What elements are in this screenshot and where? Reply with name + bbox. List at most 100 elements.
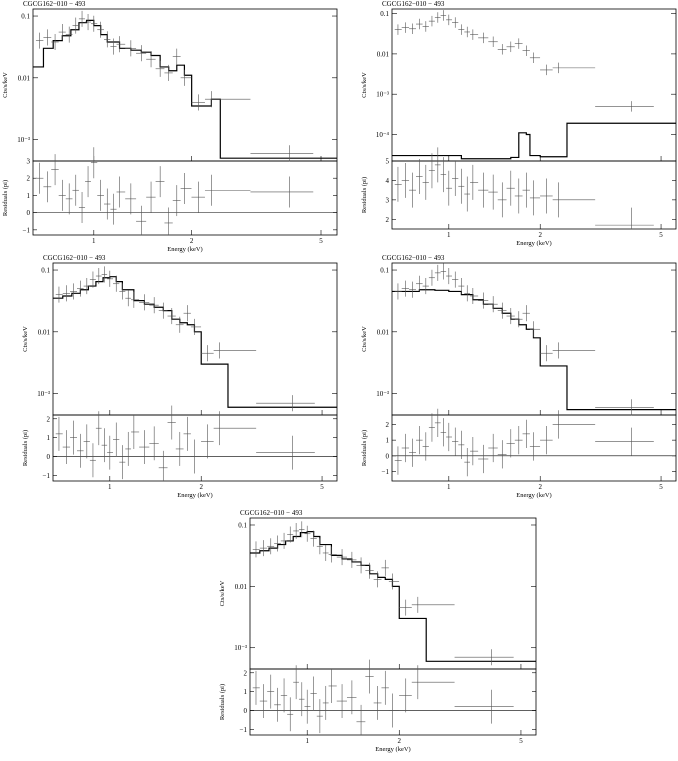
residual-point	[446, 170, 453, 206]
chart-marks	[250, 521, 536, 735]
residual-point	[158, 450, 168, 481]
residual-point	[172, 185, 181, 217]
residual-point	[506, 429, 515, 458]
residual-tick-label: 2	[386, 421, 390, 429]
residual-point	[298, 682, 305, 717]
residual-point	[136, 205, 147, 235]
chart-panel-2: CGCG162−010 − 493 0.1 0.01 10⁻³ 10⁻⁴ 2 3 4 5 1 2 5 E…	[361, 0, 677, 247]
residual-point	[540, 178, 553, 214]
data-point	[464, 285, 471, 302]
chart-panel-4: CGCG162−010 − 493 0.1 0.01 10⁻³ −1 0 1 2 1 2 5 Ener…	[361, 254, 677, 499]
residual-point	[458, 168, 465, 204]
chart-title: CGCG162−010 − 493	[43, 254, 106, 262]
data-point	[446, 14, 453, 26]
data-point	[101, 266, 108, 283]
data-point	[346, 551, 357, 568]
data-point	[399, 599, 412, 616]
data-point	[529, 321, 541, 338]
x-tick-label: 1	[305, 737, 309, 745]
residual-point	[458, 430, 465, 459]
residual-point	[422, 164, 429, 200]
data-point	[35, 32, 44, 49]
model-curve	[53, 276, 337, 408]
x-tick-label: 5	[659, 231, 663, 239]
data-point	[322, 544, 329, 561]
residual-point	[440, 418, 447, 447]
data-point	[97, 21, 104, 38]
residual-point	[250, 176, 314, 208]
residual-frame	[391, 414, 677, 482]
y-tick-label: 0.1	[41, 267, 50, 275]
residual-point	[394, 446, 402, 475]
data-point	[434, 12, 441, 23]
y-tick-label: 0.01	[377, 328, 390, 336]
data-point	[90, 15, 98, 32]
residual-point	[416, 159, 423, 195]
data-point	[139, 294, 150, 311]
y-tick-label: 10⁻³	[376, 91, 389, 99]
residual-tick-label: 2	[386, 216, 390, 224]
spectrum-frame	[391, 262, 677, 416]
data-point	[274, 535, 281, 552]
data-point	[164, 64, 173, 81]
data-point	[470, 29, 479, 40]
data-point	[125, 40, 137, 57]
residual-point	[125, 431, 132, 466]
model-curve	[392, 122, 676, 160]
x-tick-label: 5	[659, 483, 663, 491]
y-tick-label: 0.01	[377, 50, 390, 58]
residual-point	[97, 179, 104, 211]
residual-point	[107, 435, 114, 470]
residual-tick-label: −1	[43, 472, 51, 480]
residual-point	[365, 659, 374, 694]
data-point	[136, 45, 147, 62]
residual-tick-label: 1	[244, 688, 248, 696]
residual-point	[409, 438, 417, 467]
chart-panel-1: CGCG162−010 − 493 0.1 0.01 10⁻³ −1 0 1 2 3 1 2 5 Ene…	[2, 0, 338, 253]
residual-point	[470, 164, 479, 200]
residual-point	[204, 174, 251, 206]
residual-point	[191, 181, 205, 213]
data-point	[401, 280, 410, 297]
data-point	[522, 45, 530, 56]
data-point	[116, 36, 126, 53]
data-point	[183, 305, 191, 322]
residual-point	[70, 420, 78, 455]
residual-point	[287, 697, 294, 732]
residual-point	[346, 680, 357, 715]
residual-point	[434, 147, 441, 183]
residual-point	[540, 426, 553, 455]
chart-title: CGCG162−010 − 493	[23, 0, 86, 8]
residual-point	[388, 693, 400, 728]
data-point	[175, 316, 184, 333]
residual-axis-label: Residuals (pi)	[361, 430, 368, 466]
data-point	[83, 278, 90, 295]
data-point	[411, 596, 455, 613]
residual-point	[470, 437, 479, 466]
residual-point	[478, 444, 489, 474]
y-tick-label: 10⁻³	[376, 390, 389, 398]
residual-frame	[391, 160, 677, 230]
data-point	[552, 62, 596, 74]
data-point	[316, 538, 323, 555]
data-point	[440, 263, 447, 280]
data-point	[458, 278, 465, 295]
residual-point	[506, 170, 515, 206]
residual-tick-label: 3	[27, 158, 31, 166]
residual-tick-label: 2	[27, 175, 31, 183]
residual-point	[422, 432, 429, 461]
residual-point	[256, 435, 315, 470]
data-point	[478, 32, 489, 44]
data-point	[497, 302, 507, 319]
chart-title: CGCG162−010 − 493	[240, 509, 303, 517]
x-tick-label: 5	[319, 237, 323, 245]
residual-point	[488, 433, 498, 463]
data-point	[522, 305, 530, 322]
residual-point	[356, 704, 366, 735]
data-point	[65, 26, 73, 43]
data-point	[506, 41, 515, 53]
data-point	[401, 22, 410, 33]
data-point	[409, 23, 417, 35]
y-tick-label: 0.01	[38, 328, 51, 336]
